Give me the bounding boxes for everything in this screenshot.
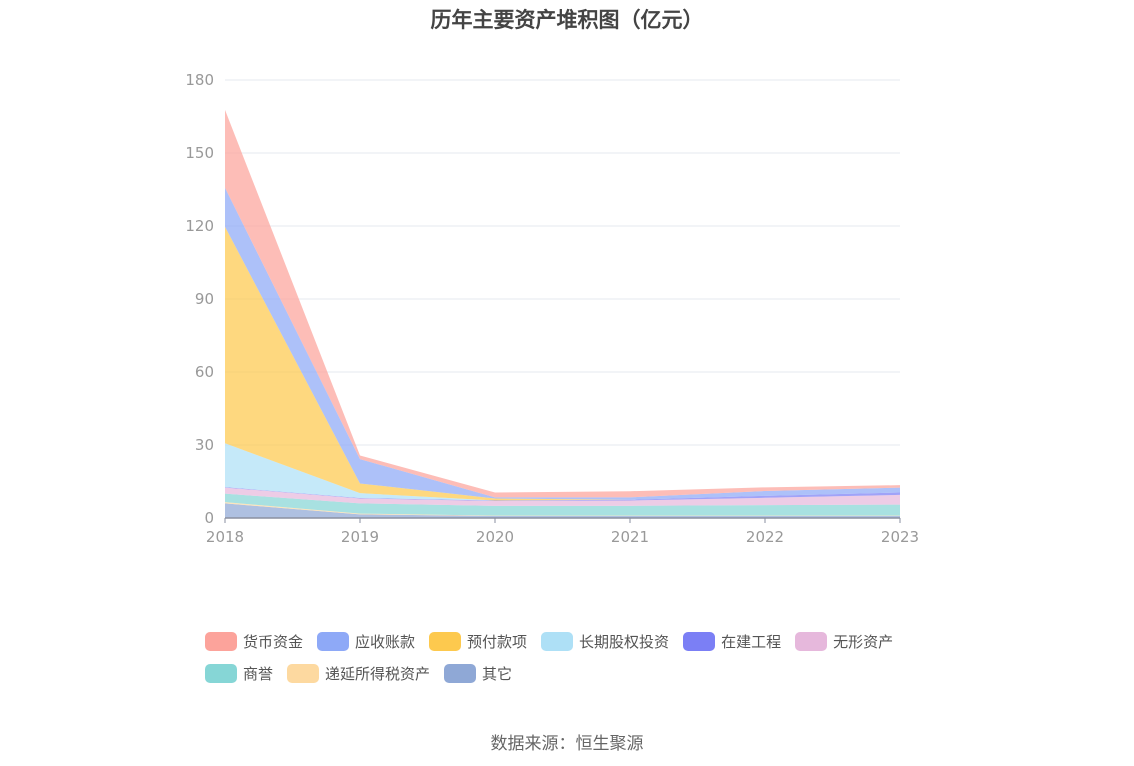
legend-swatch <box>205 663 237 683</box>
legend-label: 应收账款 <box>355 632 416 651</box>
x-tick-label: 2019 <box>341 528 379 546</box>
legend-swatch <box>429 631 462 651</box>
y-tick-label: 0 <box>204 509 214 527</box>
y-tick-label: 90 <box>195 290 214 308</box>
legend-item[interactable]: 其它 <box>444 662 512 684</box>
y-tick-label: 120 <box>185 217 214 235</box>
legend: 货币资金 应收账款 预付款项 长期股权投资 在建工程 无形资产商誉 递延所得税资产 其它 <box>205 630 965 694</box>
legend-swatch <box>205 631 237 651</box>
legend-item[interactable]: 递延所得税资产 <box>287 662 430 684</box>
legend-label: 其它 <box>482 664 513 683</box>
legend-item[interactable]: 无形资产 <box>795 630 893 652</box>
legend-label: 无形资产 <box>833 632 894 651</box>
area-series <box>225 109 900 518</box>
area-其它 <box>225 503 900 518</box>
chart-title: 历年主要资产堆积图（亿元） <box>430 8 704 32</box>
legend-swatch <box>541 631 574 651</box>
x-tick-label: 2018 <box>206 528 244 546</box>
y-tick-label: 150 <box>185 144 214 162</box>
legend-swatch <box>795 631 828 651</box>
legend-item[interactable]: 在建工程 <box>683 630 781 652</box>
legend-swatch <box>683 631 716 651</box>
legend-swatch <box>444 663 477 683</box>
y-tick-label: 30 <box>195 436 214 454</box>
area-预付款项 <box>225 226 900 501</box>
y-tick-label: 60 <box>195 363 214 381</box>
legend-label: 长期股权投资 <box>579 632 670 651</box>
legend-label: 预付款项 <box>467 632 528 651</box>
legend-item[interactable]: 商誉 <box>205 662 273 684</box>
area-商誉 <box>225 493 900 516</box>
axes: 0 30 60 90 120 150 180 2018 2019 2020 2021 2022 2023 <box>185 71 919 546</box>
x-tick-label: 2022 <box>746 528 784 546</box>
legend-swatch <box>287 663 320 683</box>
legend-item[interactable]: 预付款项 <box>429 630 527 652</box>
area-无形资产 <box>225 487 900 506</box>
legend-swatch <box>317 631 350 651</box>
area-在建工程 <box>225 487 900 501</box>
legend-label: 在建工程 <box>721 632 782 651</box>
legend-label: 货币资金 <box>243 632 304 651</box>
legend-item[interactable]: 长期股权投资 <box>541 630 669 652</box>
x-tick-label: 2021 <box>611 528 649 546</box>
x-tick-label: 2020 <box>476 528 514 546</box>
legend-label: 递延所得税资产 <box>325 664 431 683</box>
x-tick-label: 2023 <box>881 528 919 546</box>
legend-label: 商誉 <box>243 664 274 683</box>
y-tick-label: 180 <box>185 71 214 89</box>
legend-item[interactable]: 应收账款 <box>317 630 415 652</box>
data-source-note: 数据来源：恒生聚源 <box>490 734 644 754</box>
legend-item[interactable]: 货币资金 <box>205 630 303 652</box>
stacked-area-chart: 0 30 60 90 120 150 180 2018 2019 2020 2021 2022 2023 <box>185 71 919 546</box>
